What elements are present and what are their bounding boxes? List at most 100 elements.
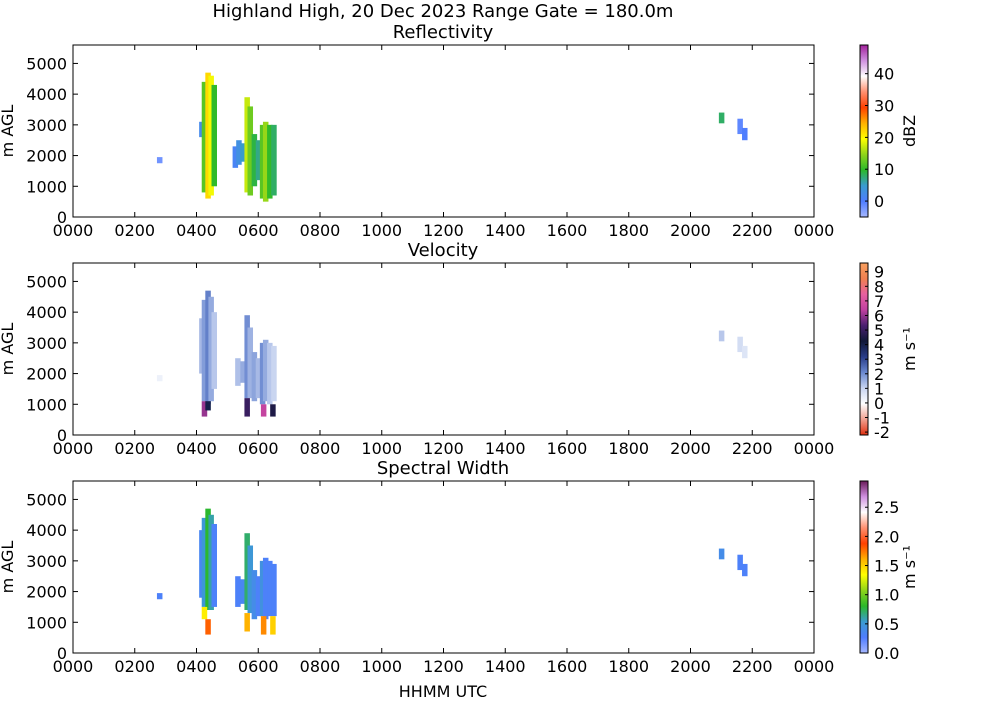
x-tick-label: 0000: [53, 439, 94, 458]
colorbar-tick-label: 40: [874, 65, 894, 84]
data-cell: [260, 616, 267, 635]
data-cell: [208, 75, 214, 196]
data-cell: [201, 606, 208, 620]
colorbar-tick-label: 2.0: [874, 527, 899, 546]
data-cell: [235, 358, 241, 386]
x-tick-label: 2200: [732, 657, 773, 676]
x-axis-label: HHMM UTC: [399, 682, 487, 700]
x-tick-label: 0000: [794, 657, 835, 676]
y-tick-label: 1000: [26, 613, 67, 632]
y-tick-label: 4000: [26, 521, 67, 540]
data-cell: [262, 339, 269, 402]
x-tick-label: 1000: [361, 657, 402, 676]
x-tick-label: 1600: [547, 221, 588, 240]
data-cell: [718, 548, 725, 560]
colorbar-tick-label: 0: [874, 394, 884, 413]
panel-title: Reflectivity: [393, 22, 494, 43]
x-tick-label: 0600: [238, 439, 279, 458]
y-tick-label: 5000: [26, 272, 67, 291]
y-axis-label: m AGL: [0, 323, 17, 376]
panel-2: Spectral Width 0000 0200 0400 0600 0800 1000 12…: [0, 458, 919, 676]
plot-area: [72, 262, 815, 436]
data-cell: [247, 327, 254, 399]
data-cell: [251, 352, 258, 402]
data-cell: [247, 106, 254, 196]
data-cell: [251, 570, 258, 620]
plot-area: [72, 480, 815, 654]
y-tick-label: 2000: [26, 147, 67, 166]
x-tick-label: 2200: [732, 439, 773, 458]
y-tick-label: 3000: [26, 552, 67, 571]
colorbar: [859, 262, 869, 436]
data-cell: [267, 342, 273, 405]
data-cell: [737, 336, 743, 353]
colorbar-tick-label: 10: [874, 160, 894, 179]
data-cell: [271, 124, 277, 196]
data-cell: [267, 124, 273, 199]
data-cell: [156, 375, 163, 382]
data-cell: [205, 508, 211, 610]
data-cell: [271, 345, 277, 402]
panel-title: Velocity: [408, 240, 479, 261]
colorbar-tick-label: 2: [874, 365, 884, 384]
x-tick-label: 1200: [423, 221, 464, 240]
x-tick-label: 0800: [300, 439, 341, 458]
x-tick-label: 0400: [176, 657, 217, 676]
y-tick-label: 5000: [26, 490, 67, 509]
colorbar-tick-label: 20: [874, 128, 894, 147]
data-cell: [255, 358, 262, 399]
data-cell: [205, 401, 211, 411]
y-tick-label: 3000: [26, 334, 67, 353]
colorbar-tick-label: 7: [874, 292, 884, 311]
data-cell: [270, 616, 276, 635]
colorbar-tick-label: -2: [874, 423, 890, 442]
data-cell: [259, 124, 266, 199]
x-tick-label: 0400: [176, 439, 217, 458]
x-tick-label: 0800: [300, 221, 341, 240]
data-cell: [208, 296, 214, 402]
x-tick-label: 0000: [53, 221, 94, 240]
data-cell: [247, 545, 254, 614]
colorbar-tick-label: 6: [874, 306, 884, 325]
colorbar-tick-label: -1: [874, 409, 890, 428]
colorbar: [859, 480, 869, 654]
data-cell: [255, 140, 262, 181]
data-cell: [742, 127, 748, 141]
y-tick-label: 4000: [26, 303, 67, 322]
data-cell: [244, 398, 250, 417]
colorbar-tick-label: 9: [874, 263, 884, 282]
y-axis-label: m AGL: [0, 541, 17, 594]
data-cell: [255, 576, 262, 617]
y-tick-label: 5000: [26, 54, 67, 73]
x-tick-label: 1400: [485, 221, 526, 240]
x-tick-label: 1400: [485, 439, 526, 458]
panel-title: Spectral Width: [377, 458, 509, 479]
data-cell: [259, 342, 266, 405]
x-tick-label: 0600: [238, 221, 279, 240]
colorbar-tick-label: 0.0: [874, 644, 899, 663]
data-cell: [201, 81, 208, 193]
x-tick-label: 1800: [608, 221, 649, 240]
y-tick-label: 0: [57, 426, 67, 445]
colorbar: [859, 44, 869, 218]
data-cell: [236, 140, 242, 165]
x-tick-label: 1600: [547, 439, 588, 458]
data-cell: [205, 72, 211, 199]
data-cell: [211, 312, 217, 389]
x-tick-label: 1200: [423, 657, 464, 676]
data-cell: [742, 345, 748, 359]
x-tick-label: 1800: [608, 657, 649, 676]
colorbar-tick-label: 2.5: [874, 498, 899, 517]
data-cell: [271, 563, 277, 617]
y-tick-label: 1000: [26, 395, 67, 414]
colorbar-label: dBZ: [900, 115, 919, 147]
data-cell: [201, 299, 208, 402]
colorbar-tick-label: 4: [874, 336, 884, 355]
x-tick-label: 1000: [361, 439, 402, 458]
x-tick-label: 0400: [176, 221, 217, 240]
x-tick-label: 2000: [670, 657, 711, 676]
data-cell: [211, 524, 217, 607]
